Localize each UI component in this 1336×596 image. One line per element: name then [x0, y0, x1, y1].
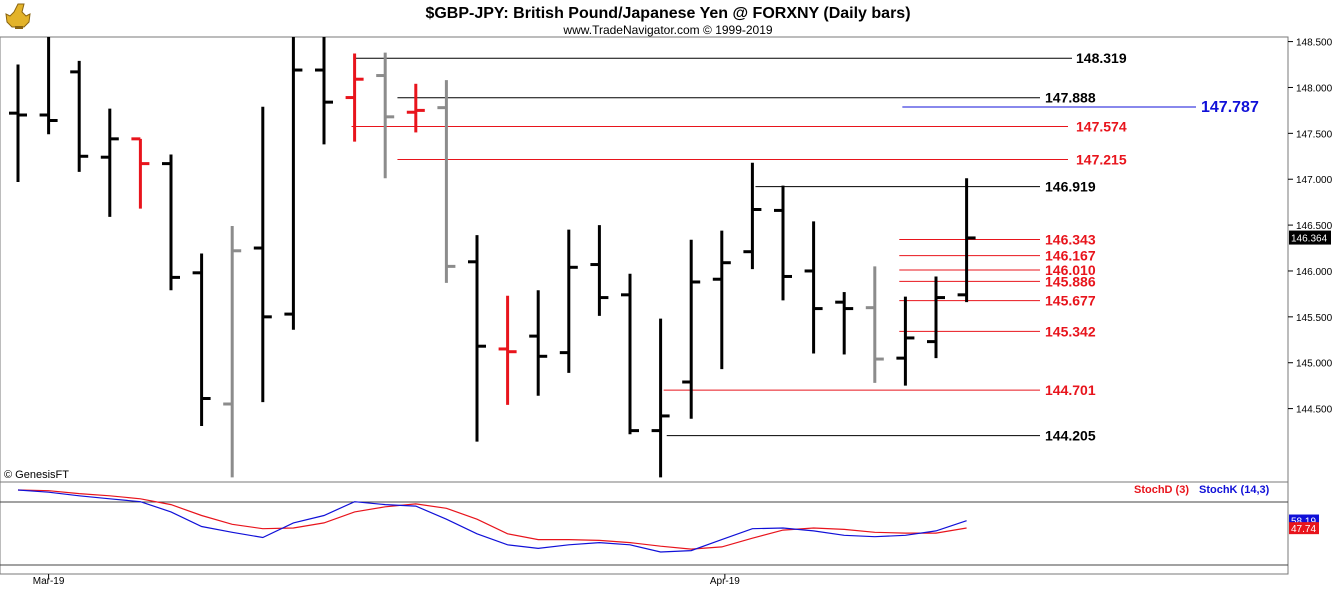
stoch-k-line: [17, 489, 967, 553]
price-tick-label: 144.500: [1296, 405, 1333, 416]
level-label: 147.787: [1201, 99, 1259, 116]
stoch-d-value-box: [1289, 522, 1319, 535]
price-axis: 148.500 148.000 147.500 147.000 146.500 146.0…: [1288, 38, 1333, 416]
level-label: 146.167: [1045, 248, 1096, 264]
price-panel: [0, 36, 1289, 483]
ohlc-bar: [498, 295, 517, 405]
level-label: 146.010: [1045, 262, 1096, 278]
ohlc-bar: [284, 37, 303, 330]
stoch-d-line: [17, 489, 967, 550]
time-tick-label: Apr-19: [710, 576, 740, 587]
price-tick-label: 148.500: [1296, 38, 1333, 49]
watermark: © GenesisFT: [4, 469, 69, 481]
stoch-d-value: 47.74: [1291, 524, 1316, 535]
ohlc-bar: [468, 235, 486, 442]
chart-title: $GBP-JPY: British Pound/Japanese Yen @ F…: [425, 5, 910, 22]
level-label: 147.574: [1076, 119, 1127, 135]
ohlc-bar: [529, 290, 548, 396]
ohlc-bar: [621, 273, 639, 435]
ohlc-bar: [253, 106, 272, 403]
price-tick-label: 146.000: [1296, 267, 1333, 278]
price-tick-label: 146.500: [1296, 221, 1333, 232]
legend-stoch-d: StochD (3): [1134, 484, 1189, 496]
current-price-tag: 146.364: [1289, 230, 1331, 245]
ohlc-bar: [590, 225, 609, 316]
ohlc-bar: [896, 296, 915, 386]
level-label: 147.215: [1076, 151, 1127, 167]
ohlc-bar: [39, 37, 58, 135]
current-price-box: [1289, 230, 1331, 245]
ohlc-bar: [743, 162, 762, 270]
level-label: 144.205: [1045, 428, 1096, 444]
ohlc-bar: [804, 221, 823, 354]
price-tick-label: 147.000: [1296, 175, 1333, 186]
price-tick-label: 145.000: [1296, 359, 1333, 370]
ohlc-bar: [9, 64, 27, 182]
ohlc-bar: [376, 52, 395, 179]
level-label: 147.888: [1045, 90, 1096, 106]
ohlc-bar: [559, 229, 578, 373]
time-tick-label: Mar-19: [33, 576, 65, 587]
ohlc-bar: [315, 37, 333, 145]
stoch-k-value: 58.19: [1291, 517, 1316, 528]
ohlc-bar: [100, 108, 119, 217]
level-label: 146.919: [1045, 179, 1096, 195]
level-label: 144.701: [1045, 382, 1096, 398]
ohlc-bar: [712, 230, 731, 370]
price-bars: [9, 37, 976, 478]
ohlc-bar: [437, 80, 456, 283]
legend-stoch-k: StochK (14,3): [1199, 484, 1270, 496]
level-label: 146.343: [1045, 231, 1096, 247]
ohlc-bar: [651, 318, 670, 478]
stochastic-panel: [0, 481, 1289, 575]
ohlc-bar: [192, 253, 211, 427]
logo-icon: [5, 3, 31, 29]
price-tick-label: 145.500: [1296, 313, 1333, 324]
ohlc-bar: [774, 185, 792, 301]
ohlc-bar: [131, 137, 150, 209]
level-label: 145.886: [1045, 273, 1096, 289]
price-tick-label: 147.500: [1296, 129, 1333, 140]
ohlc-bar: [70, 60, 89, 172]
time-axis: Mar-19 Apr-19: [33, 574, 740, 587]
level-label: 148.319: [1076, 50, 1127, 66]
current-price-value: 146.364: [1291, 234, 1328, 245]
ohlc-bar: [682, 239, 701, 419]
level-lines: 148.319 147.888 147.787 147.574 147.215 146.9…: [351, 50, 1259, 444]
price-tick-label: 148.000: [1296, 83, 1333, 94]
ohlc-bar: [223, 226, 242, 478]
chart-subtitle: www.TradeNavigator.com © 1999-2019: [562, 23, 772, 37]
ohlc-bar: [345, 53, 364, 142]
level-label: 145.677: [1045, 293, 1096, 309]
ohlc-bar: [865, 266, 884, 383]
ohlc-bar: [406, 83, 425, 133]
ohlc-bar: [162, 154, 180, 291]
ohlc-bar: [835, 292, 854, 355]
level-label: 145.342: [1045, 323, 1096, 339]
ohlc-bar: [957, 178, 976, 303]
ohlc-bar: [927, 276, 945, 359]
